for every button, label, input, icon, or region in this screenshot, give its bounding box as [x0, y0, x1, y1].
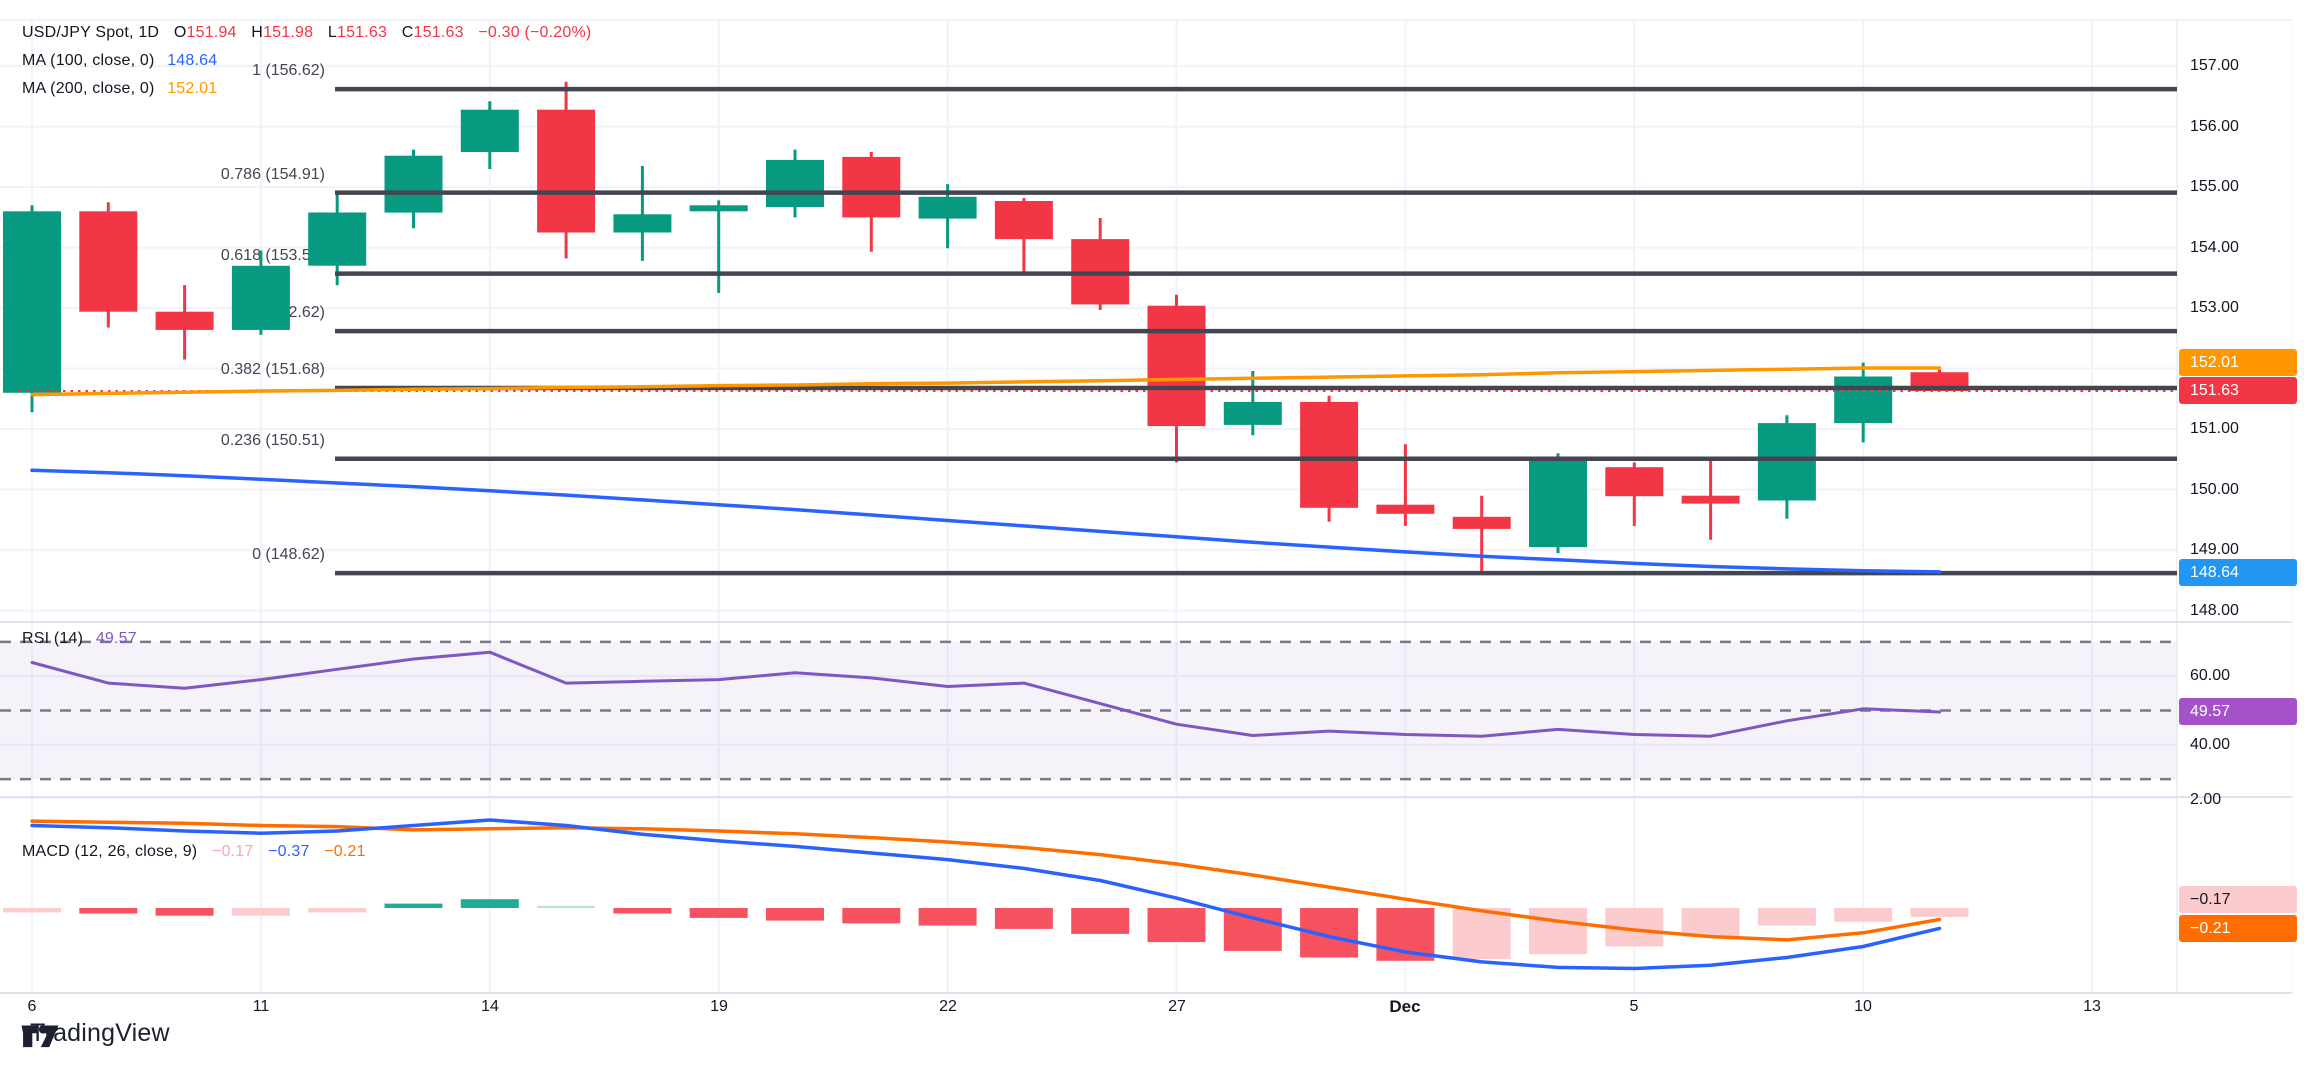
macd-histogram-bar [918, 908, 977, 926]
macd-histogram-bar [1757, 908, 1816, 926]
candle [231, 250, 290, 335]
fib-level-label: 1 (156.62) [252, 62, 325, 79]
tradingview-logo-icon [21, 1025, 59, 1048]
macd-histogram-bar [1223, 908, 1282, 951]
high-value: 151.98 [263, 24, 314, 41]
macd-histogram-bar [79, 908, 138, 914]
candle [689, 200, 748, 293]
close-label: C [401, 24, 414, 41]
ma100-legend-row[interactable]: MA (100, close, 0) 148.64 [22, 52, 217, 70]
macd-label: MACD (12, 26, close, 9) [22, 843, 198, 860]
open-value: 151.94 [186, 24, 237, 41]
macd-histogram-bar [384, 903, 443, 908]
candle [537, 81, 596, 259]
macd-histogram-bar [842, 908, 901, 924]
candle [1529, 453, 1587, 554]
tradingview-brand-link[interactable]: TradingView [20, 1019, 170, 1048]
macd-signal-value: −0.21 [324, 843, 366, 860]
candle [308, 191, 367, 286]
high-label: H [251, 24, 264, 41]
open-label: O [173, 24, 187, 41]
candle [3, 205, 61, 413]
candle [1223, 371, 1282, 436]
symbol-legend-row[interactable]: USD/JPY Spot, 1D O151.94 H151.98 L151.63… [22, 24, 591, 42]
macd-histogram-bar [1910, 908, 1969, 917]
candle [1147, 294, 1206, 463]
macd-hist-value: −0.17 [211, 843, 254, 860]
candle [384, 149, 443, 229]
rsi-value: 49.57 [95, 630, 137, 647]
macd-histogram-bar [308, 908, 367, 913]
macd-histogram-bar [1681, 908, 1740, 937]
macd-histogram-bar [231, 908, 290, 916]
candle [613, 165, 672, 261]
symbol-title: USD/JPY Spot, 1D [22, 24, 160, 41]
ma200-value: 152.01 [167, 80, 218, 97]
candle [1681, 456, 1740, 540]
candle [1300, 395, 1359, 522]
candle [1834, 362, 1893, 443]
low-value: 151.63 [336, 24, 388, 41]
macd-histogram-bar [3, 908, 61, 913]
candle [1605, 462, 1664, 526]
fib-level-label: 0 (148.62) [252, 546, 325, 563]
macd-histogram-bar [1147, 908, 1206, 943]
candle [1452, 495, 1511, 572]
macd-histogram-bar [1834, 908, 1893, 922]
fib-level-label: 0.382 (151.68) [220, 361, 325, 378]
rsi-legend-row[interactable]: RSI (14) 49.57 [22, 630, 137, 648]
macd-legend-row[interactable]: MACD (12, 26, close, 9) −0.17 −0.37 −0.2… [22, 843, 366, 861]
candle [1757, 415, 1816, 519]
time-scale[interactable] [0, 993, 2177, 1023]
low-label: L [327, 24, 337, 41]
macd-histogram-bar [1452, 908, 1511, 960]
ma100-label: MA (100, close, 0) [22, 52, 155, 69]
macd-histogram-bar [689, 908, 748, 918]
rsi-label: RSI (14) [22, 630, 84, 647]
change-value: −0.30 (−0.20%) [478, 24, 592, 41]
candle [994, 198, 1053, 276]
candle [842, 152, 901, 252]
macd-histogram-bar [460, 899, 519, 908]
macd-histogram-bar [994, 908, 1053, 929]
candle [1071, 218, 1130, 310]
fib-level-label: 0.236 (150.51) [220, 432, 325, 449]
candle [1376, 444, 1435, 526]
fib-level-label: 0.618 (153.57) [220, 247, 325, 264]
macd-histogram-bar [537, 905, 596, 908]
candle [155, 285, 214, 360]
macd-histogram-bar [766, 908, 824, 921]
close-value: 151.63 [413, 24, 464, 41]
candle [460, 101, 519, 169]
fib-level-label: 0.786 (154.91) [220, 166, 325, 183]
candle [79, 202, 138, 328]
ma100-value: 148.64 [167, 52, 218, 69]
ma200-label: MA (200, close, 0) [22, 80, 155, 97]
macd-histogram-bar [613, 908, 672, 914]
macd-histogram-bar [155, 908, 214, 916]
candle [766, 149, 824, 218]
macd-line-value: −0.37 [268, 843, 310, 860]
price-scale[interactable] [2177, 20, 2304, 993]
ma200-legend-row[interactable]: MA (200, close, 0) 152.01 [22, 80, 217, 98]
macd-histogram-bar [1071, 908, 1130, 934]
macd-histogram-bar [1529, 908, 1587, 955]
